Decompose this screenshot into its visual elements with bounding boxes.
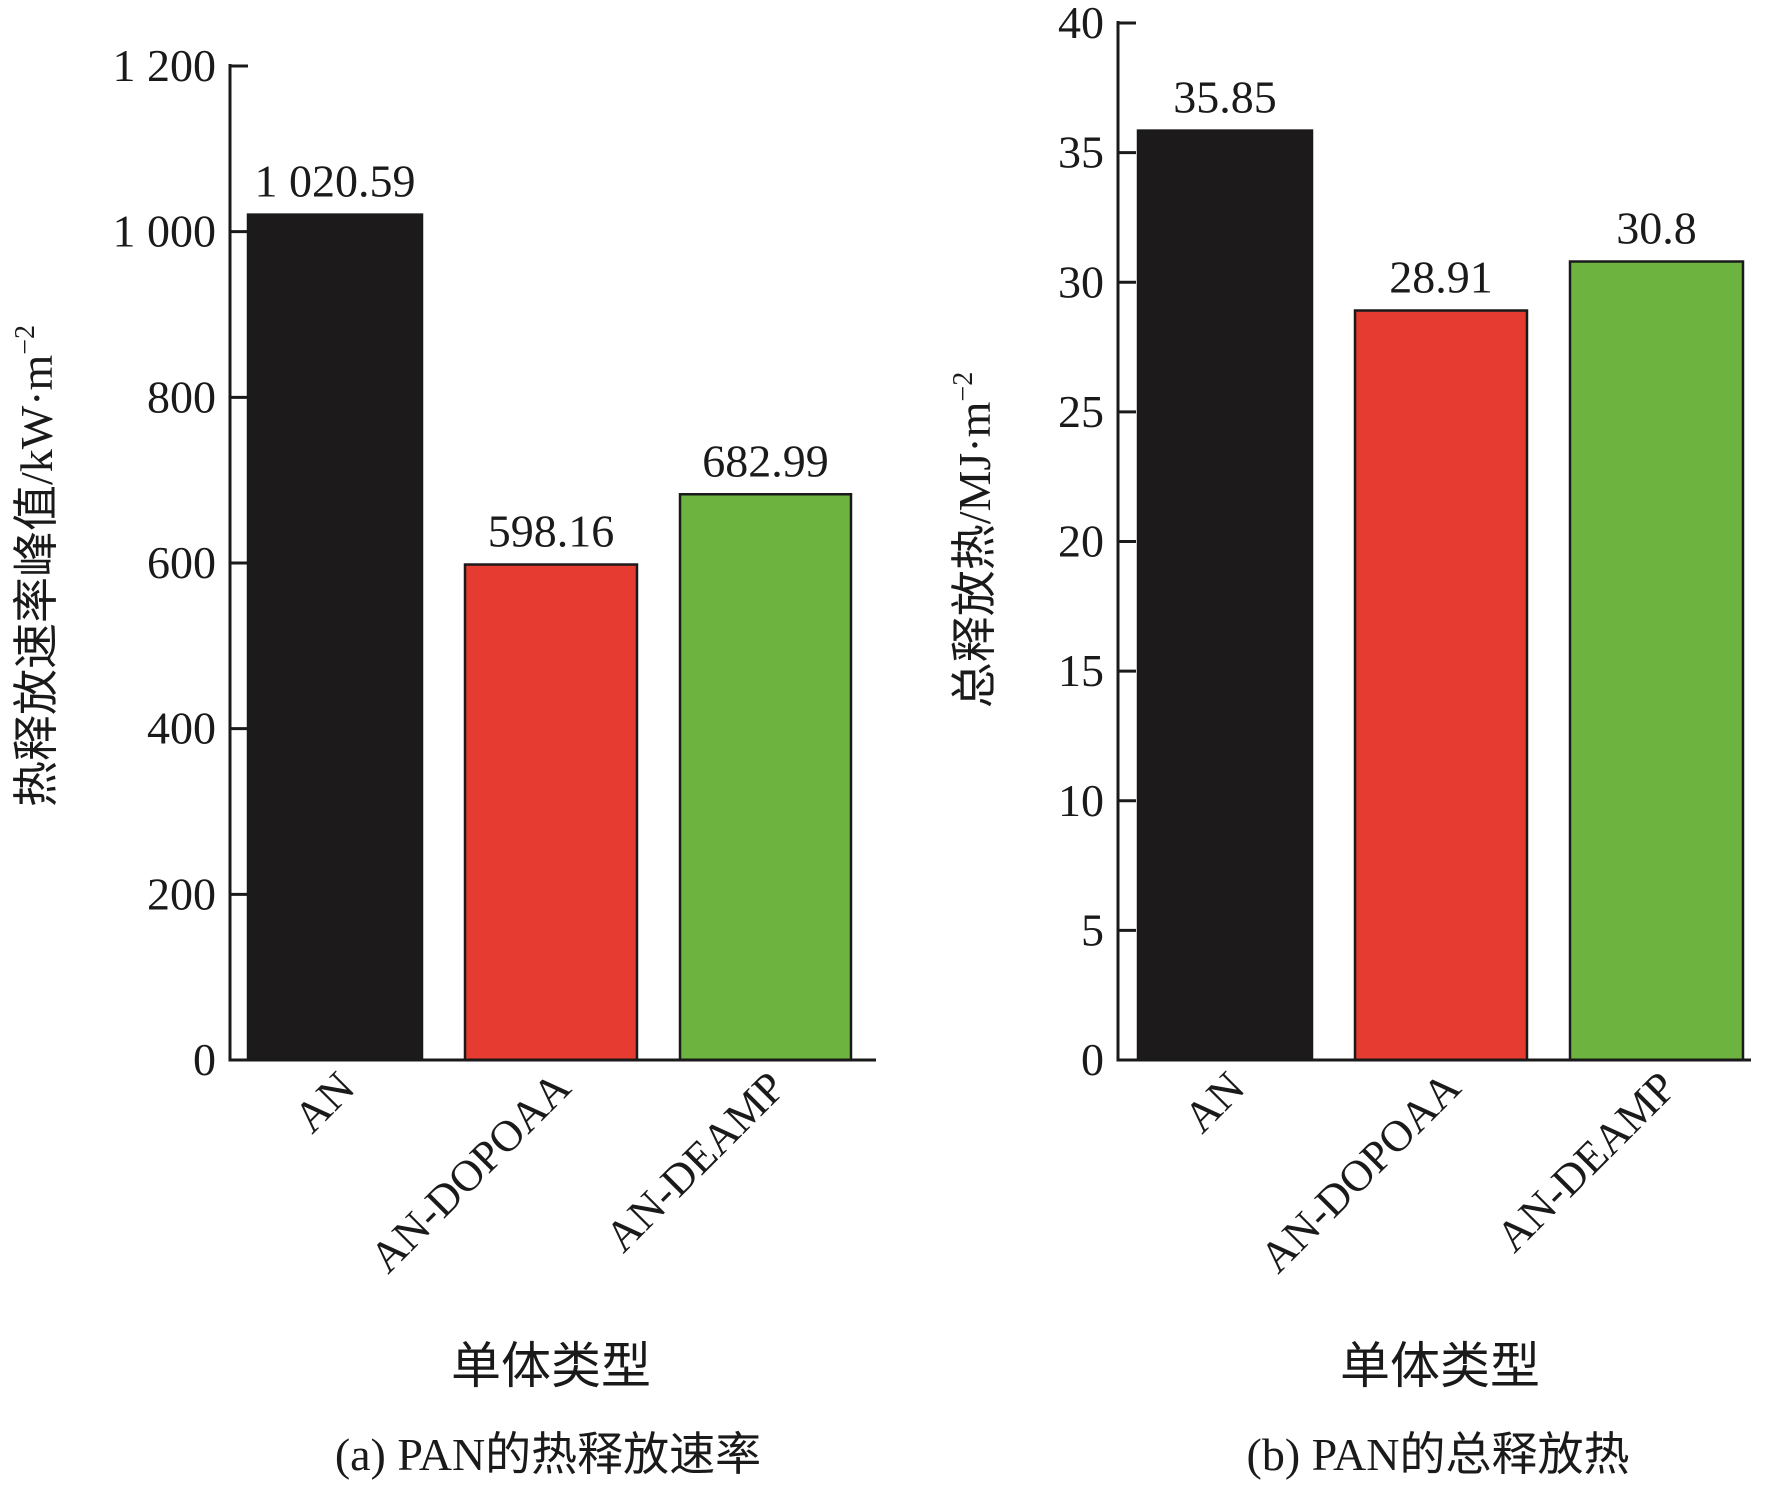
data-label-b-1: 28.91 bbox=[1389, 252, 1493, 303]
bar-b-1 bbox=[1353, 309, 1529, 1062]
data-label-b-2: 30.8 bbox=[1616, 203, 1697, 254]
y-tick-label-a-5: 1 000 bbox=[113, 206, 217, 257]
y-tick-label-a-1: 200 bbox=[147, 868, 216, 919]
y-tick-label-b-4: 20 bbox=[1058, 516, 1104, 567]
y-axis-label-a: 热释放速率峰值/kW·m−2 bbox=[10, 325, 62, 807]
bar-b-2 bbox=[1568, 260, 1745, 1062]
data-label-b-0: 35.85 bbox=[1173, 72, 1277, 123]
y-tick-label-b-0: 0 bbox=[1081, 1034, 1104, 1085]
category-label-b-0: AN bbox=[1174, 1062, 1254, 1142]
chart-title-a: (a) PAN的热释放速率 bbox=[335, 1429, 761, 1480]
y-tick-label-b-2: 10 bbox=[1058, 775, 1104, 826]
panel-a-heat-release-rate: 1 020.59 598.16 682.99 0 200 400 600 800 1 000 1 … bbox=[10, 40, 876, 1480]
data-label-a-0: 1 020.59 bbox=[255, 156, 416, 207]
y-tick-label-a-0: 0 bbox=[193, 1034, 216, 1085]
category-label-a-2: AN-DEAMP bbox=[596, 1062, 795, 1261]
y-tick-label-a-6: 1 200 bbox=[113, 40, 217, 91]
y-tick-label-b-7: 35 bbox=[1058, 127, 1104, 178]
x-axis-label-b: 单体类型 bbox=[1340, 1338, 1540, 1394]
y-tick-label-b-1: 5 bbox=[1081, 904, 1104, 955]
y-tick-label-a-4: 800 bbox=[147, 371, 216, 422]
chart-title-b: (b) PAN的总释放热 bbox=[1247, 1429, 1630, 1480]
y-tick-label-a-2: 400 bbox=[147, 703, 216, 754]
bar-a-1 bbox=[463, 563, 639, 1062]
data-label-a-2: 682.99 bbox=[702, 435, 829, 486]
y-tick-label-b-6: 30 bbox=[1058, 256, 1104, 307]
y-axis-label-b: 总释放热/MJ·m−2 bbox=[948, 372, 1000, 708]
category-label-a-0: AN bbox=[284, 1062, 364, 1142]
y-tick-label-a-3: 600 bbox=[147, 537, 216, 588]
bar-b-0 bbox=[1136, 129, 1314, 1062]
category-label-a-1: AN-DOPOAA bbox=[360, 1062, 580, 1282]
y-tick-label-b-3: 15 bbox=[1058, 645, 1104, 696]
category-label-b-2: AN-DEAMP bbox=[1487, 1062, 1686, 1261]
data-label-a-1: 598.16 bbox=[488, 506, 615, 557]
y-tick-label-b-5: 25 bbox=[1058, 386, 1104, 437]
bar-a-2 bbox=[678, 493, 853, 1062]
panel-b-total-heat-release: 35.85 28.91 30.8 0 5 10 15 20 25 30 35 40 ANAN-DOPOA… bbox=[948, 0, 1751, 1480]
bar-a-0 bbox=[246, 213, 424, 1062]
y-tick-label-b-8: 40 bbox=[1058, 0, 1104, 48]
x-axis-label-a: 单体类型 bbox=[451, 1338, 651, 1394]
category-label-b-1: AN-DOPOAA bbox=[1250, 1062, 1470, 1282]
